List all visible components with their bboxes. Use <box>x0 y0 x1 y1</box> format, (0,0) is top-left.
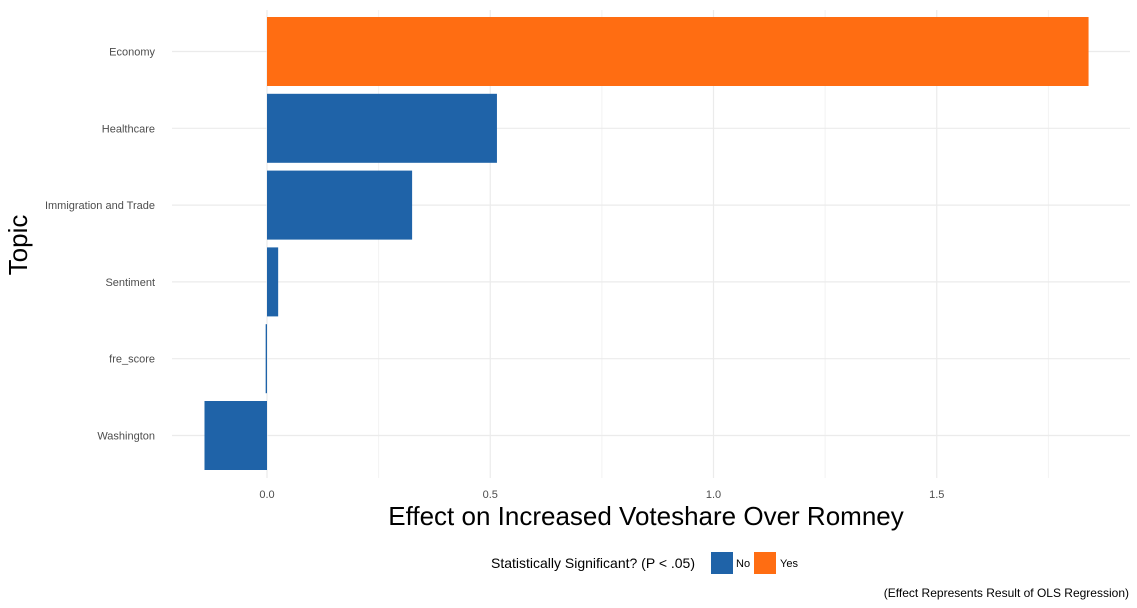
x-tick-label: 1.0 <box>706 489 721 501</box>
bars <box>204 17 1089 470</box>
x-tick-labels: 0.0 0.5 1.0 1.5 <box>259 489 944 501</box>
bar-fre-score <box>265 324 267 394</box>
bar-washington <box>204 401 267 470</box>
bar-healthcare <box>267 93 497 163</box>
legend-label-yes: Yes <box>780 558 798 570</box>
caption: (Effect Represents Result of OLS Regress… <box>884 586 1129 600</box>
y-tick-label: Washington <box>97 431 155 443</box>
y-axis-title: Topic <box>3 215 33 276</box>
legend-label-no: No <box>736 558 750 570</box>
y-tick-label: Healthcare <box>102 123 155 135</box>
x-tick-label: 0.5 <box>483 489 498 501</box>
bar-economy <box>267 17 1089 86</box>
bar-immigration-and-trade <box>267 170 413 240</box>
y-tick-label: Immigration and Trade <box>45 200 155 212</box>
bar-sentiment <box>267 247 279 317</box>
y-tick-label: Economy <box>109 47 155 59</box>
legend: Statistically Significant? (P < .05) No … <box>491 552 798 574</box>
x-tick-label: 0.0 <box>259 489 274 501</box>
y-tick-label: fre_score <box>109 354 155 366</box>
legend-swatch-no <box>711 552 733 574</box>
y-tick-labels: Economy Healthcare Immigration and Trade Se… <box>45 47 156 443</box>
x-tick-label: 1.5 <box>929 489 944 501</box>
x-axis-title: Effect on Increased Voteshare Over Romne… <box>388 501 903 531</box>
legend-title: Statistically Significant? (P < .05) <box>491 555 695 571</box>
legend-swatch-yes <box>754 552 776 574</box>
y-tick-label: Sentiment <box>105 277 155 289</box>
